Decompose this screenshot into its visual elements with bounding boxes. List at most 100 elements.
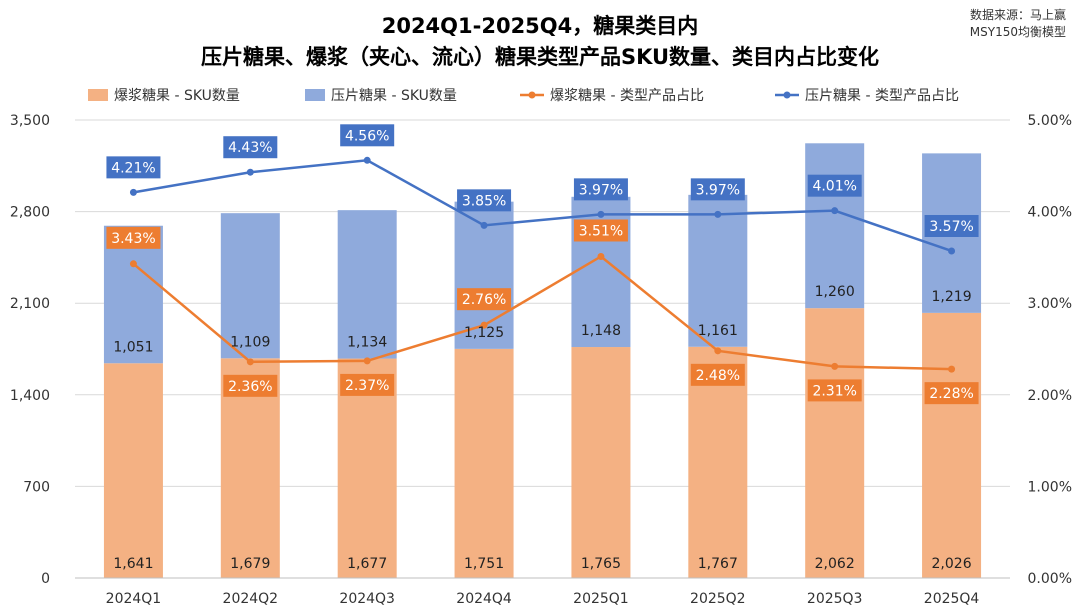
label-box-baojiang [340, 373, 395, 396]
marker-baojiang-share [246, 358, 254, 366]
label-box-yapian [924, 214, 979, 237]
marker-yapian-share [597, 210, 605, 218]
y-right-tick-label: 2.00% [1028, 388, 1072, 404]
label-box-yapian [807, 174, 862, 197]
marker-yapian-share [246, 168, 254, 176]
marker-yapian-share [714, 210, 722, 218]
point-label-yapian-share: 4.01% [812, 179, 856, 195]
point-label-yapian-share: 3.85% [462, 193, 506, 209]
marker-baojiang-share [480, 321, 488, 329]
bar-baojiang-sku [571, 347, 631, 578]
bar-label-yapian: 1,051 [113, 339, 153, 355]
x-tick-label: 2024Q1 [106, 591, 162, 607]
data-labels: 1,641 1,679 1,677 1,751 1,765 1,767 2,062 2,026… [106, 124, 979, 572]
y-right-tick-label: 0.00% [1028, 571, 1072, 587]
label-box-baojiang [106, 226, 161, 249]
bar-label-baojiang: 1,765 [581, 556, 621, 572]
legend-baojiang-sku-label: 爆浆糖果 - SKU数量 [114, 88, 240, 104]
bar-label-yapian: 1,109 [230, 334, 270, 350]
x-tick-label: 2025Q1 [573, 591, 629, 607]
x-tick-label: 2024Q2 [223, 591, 279, 607]
label-box-yapian [223, 136, 278, 159]
marker-yapian-share [363, 156, 371, 164]
legend-yapian-share-marker [783, 91, 791, 99]
y-left-tick-label: 1,400 [10, 388, 50, 404]
point-label-baojiang-share: 3.51% [579, 223, 623, 239]
legend-baojiang-share-label: 爆浆糖果 - 类型产品占比 [550, 88, 704, 104]
bar-label-yapian: 1,260 [815, 284, 855, 300]
y-left-tick-label: 700 [23, 479, 50, 495]
bar-yapian-sku [805, 143, 865, 309]
bar-yapian-sku [337, 210, 397, 359]
legend-yapian-sku-swatch [305, 89, 325, 101]
bar-label-yapian: 1,125 [464, 325, 504, 341]
bar-baojiang-sku [805, 308, 865, 578]
bar-label-baojiang: 1,751 [464, 556, 504, 572]
bar-label-yapian: 1,161 [698, 323, 738, 339]
marker-baojiang-share [129, 260, 137, 268]
y-left-tick-label: 3,500 [10, 113, 50, 129]
bar-label-baojiang: 2,026 [932, 556, 972, 572]
marker-yapian-share [831, 207, 839, 215]
point-label-yapian-share: 4.56% [345, 128, 389, 144]
bar-label-baojiang: 1,679 [230, 556, 270, 572]
y-right-tick-label: 5.00% [1028, 113, 1072, 129]
label-box-baojiang [690, 363, 745, 386]
source-line-1: 数据来源：马上赢 [970, 7, 1066, 22]
point-label-baojiang-share: 2.28% [929, 386, 973, 402]
marker-baojiang-share [597, 252, 605, 260]
bar-yapian-sku [688, 194, 748, 347]
label-box-baojiang [807, 379, 862, 402]
marker-yapian-share [948, 247, 956, 255]
label-box-yapian [340, 124, 395, 147]
bar-label-yapian: 1,134 [347, 335, 387, 351]
point-label-yapian-share: 4.21% [111, 160, 155, 176]
point-label-baojiang-share: 2.76% [462, 292, 506, 308]
x-tick-label: 2025Q3 [807, 591, 863, 607]
point-label-baojiang-share: 2.48% [696, 368, 740, 384]
point-label-yapian-share: 3.97% [696, 182, 740, 198]
label-box-yapian [457, 189, 512, 212]
bar-label-yapian: 1,219 [932, 289, 972, 305]
point-label-baojiang-share: 2.36% [228, 379, 272, 395]
bar-label-baojiang: 2,062 [815, 556, 855, 572]
gridlines [75, 119, 1010, 579]
line-yapian-share [133, 159, 952, 253]
source-line-2: MSY150均衡模型 [970, 25, 1066, 39]
bars [103, 143, 982, 578]
y-right-tick-label: 4.00% [1028, 205, 1072, 221]
chart-title-line-1: 2024Q1-2025Q4，糖果类目内 [382, 14, 699, 38]
bar-baojiang-sku [922, 312, 982, 578]
point-label-yapian-share: 4.43% [228, 140, 272, 156]
chart-title-line-2: 压片糖果、爆浆（夹心、流心）糖果类型产品SKU数量、类目内占比变化 [201, 45, 879, 69]
label-box-yapian [690, 178, 745, 201]
point-label-baojiang-share: 2.37% [345, 378, 389, 394]
x-tick-label: 2024Q3 [339, 591, 395, 607]
y-right-tick-label: 3.00% [1028, 296, 1072, 312]
marker-baojiang-share [948, 365, 956, 373]
y-left-tick-label: 2,100 [10, 296, 50, 312]
legend-baojiang-sku-swatch [88, 89, 108, 101]
label-box-baojiang [924, 382, 979, 405]
legend-yapian-share-label: 压片糖果 - 类型产品占比 [805, 88, 959, 104]
legend-baojiang-share-marker [528, 91, 536, 99]
y-left-tick-label: 2,800 [10, 205, 50, 221]
y-right-tick-label: 1.00% [1028, 479, 1072, 495]
bar-yapian-sku [220, 213, 280, 359]
marker-yapian-share [129, 188, 137, 196]
line-baojiang-share [132, 254, 952, 371]
marker-baojiang-share [714, 347, 722, 355]
marker-yapian-share [480, 221, 488, 229]
point-label-yapian-share: 3.97% [579, 182, 623, 198]
label-box-baojiang [223, 374, 278, 397]
label-box-baojiang [457, 288, 512, 311]
label-box-yapian [573, 178, 628, 201]
bar-label-baojiang: 1,641 [113, 556, 153, 572]
bar-label-baojiang: 1,677 [347, 556, 387, 572]
axes: 0 700 1,400 2,100 2,800 3,500 0.00% 1.00% 2.00% 3… [10, 113, 1072, 607]
label-box-baojiang [573, 219, 628, 242]
label-box-yapian [106, 156, 161, 179]
x-tick-label: 2025Q4 [924, 591, 980, 607]
bar-baojiang-sku [103, 363, 163, 578]
